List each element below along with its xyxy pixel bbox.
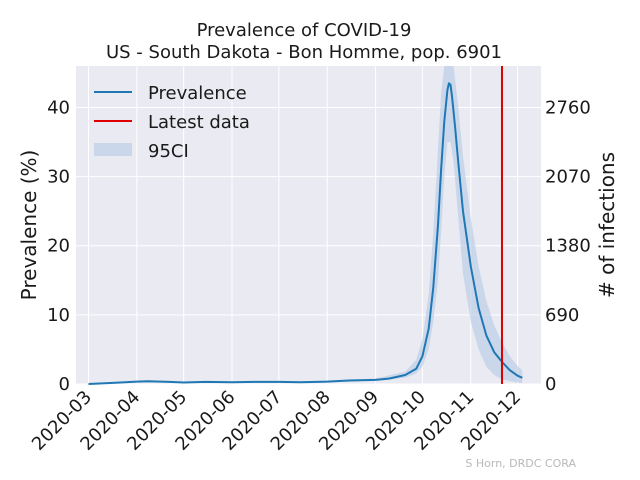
- y-right-tick-label: 2070: [545, 167, 591, 188]
- y-tick-label: 30: [47, 167, 70, 188]
- y-axis-right-label: # of infections: [595, 152, 619, 298]
- legend-prevalence-label: Prevalence: [148, 83, 247, 104]
- y-tick-label: 0: [59, 374, 70, 395]
- credit-text: S Horn, DRDC CORA: [465, 457, 576, 470]
- y-right-tick-label: 690: [545, 305, 579, 326]
- y-axis-label: Prevalence (%): [17, 150, 41, 301]
- y-tick-label: 40: [47, 97, 70, 118]
- prevalence-series-line: [88, 82, 523, 385]
- chart-title-line2: US - South Dakota - Bon Homme, pop. 6901: [106, 42, 502, 63]
- legend-95ci-swatch: [94, 143, 132, 156]
- chart-title-line1: Prevalence of COVID-19: [197, 20, 412, 41]
- y-tick-label: 10: [47, 305, 70, 326]
- grid-lines: [76, 66, 541, 385]
- ci95-band: [88, 66, 523, 384]
- y-tick-label: 20: [47, 236, 70, 257]
- legend-latest-data-label: Latest data: [148, 112, 250, 133]
- legend: Prevalence Latest data 95CI: [94, 83, 250, 162]
- y-right-tick-label: 2760: [545, 97, 591, 118]
- y-right-tick-label: 0: [545, 374, 556, 395]
- y-right-tick-label: 1380: [545, 236, 591, 257]
- plot-layer: [88, 66, 523, 385]
- legend-95ci-label: 95CI: [148, 141, 189, 162]
